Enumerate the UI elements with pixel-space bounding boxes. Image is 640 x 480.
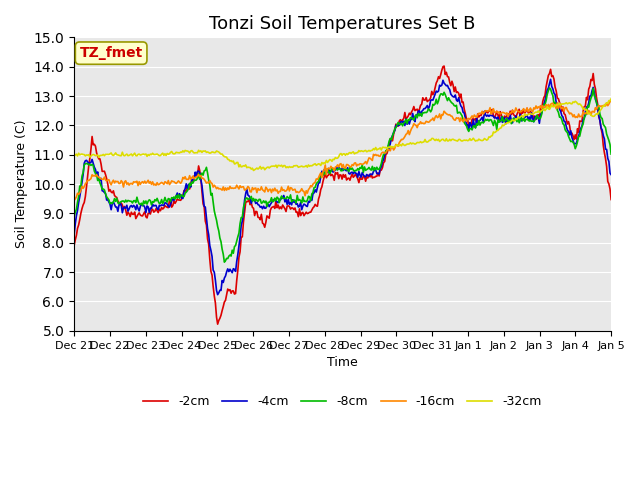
-4cm <box>560 118 568 124</box>
Line: -4cm: -4cm <box>74 79 611 295</box>
-32cm <box>70 151 78 157</box>
Line: -16cm: -16cm <box>74 101 611 201</box>
-4cm <box>397 119 405 124</box>
-4cm <box>547 76 554 82</box>
-2cm <box>440 63 448 69</box>
-16cm <box>607 98 615 104</box>
Line: -32cm: -32cm <box>74 99 611 170</box>
-2cm <box>70 242 78 248</box>
-8cm <box>560 122 568 128</box>
Text: TZ_fmet: TZ_fmet <box>79 46 143 60</box>
Y-axis label: Soil Temperature (C): Soil Temperature (C) <box>15 120 28 248</box>
-4cm <box>372 167 380 173</box>
-2cm <box>397 119 405 125</box>
Title: Tonzi Soil Temperatures Set B: Tonzi Soil Temperatures Set B <box>209 15 476 33</box>
-8cm <box>298 200 305 206</box>
-16cm <box>70 198 78 204</box>
-16cm <box>465 116 472 121</box>
-32cm <box>237 164 245 170</box>
-2cm <box>239 234 246 240</box>
-8cm <box>466 126 474 132</box>
-8cm <box>239 214 246 220</box>
-32cm <box>372 144 380 150</box>
-8cm <box>221 259 228 265</box>
-8cm <box>372 167 380 173</box>
-4cm <box>607 172 615 178</box>
X-axis label: Time: Time <box>327 356 358 369</box>
-16cm <box>297 188 305 194</box>
-4cm <box>298 207 305 213</box>
-2cm <box>298 210 305 216</box>
-16cm <box>371 153 378 158</box>
-4cm <box>70 232 78 238</box>
-32cm <box>466 136 474 142</box>
Legend: -2cm, -4cm, -8cm, -16cm, -32cm: -2cm, -4cm, -8cm, -16cm, -32cm <box>138 390 547 413</box>
-32cm <box>607 96 615 102</box>
-8cm <box>70 214 78 219</box>
-2cm <box>467 121 475 127</box>
-4cm <box>239 218 246 224</box>
-16cm <box>558 106 566 111</box>
Line: -2cm: -2cm <box>74 66 611 324</box>
-2cm <box>560 111 568 117</box>
-32cm <box>397 143 405 149</box>
-8cm <box>607 151 615 157</box>
-8cm <box>546 85 554 91</box>
-32cm <box>559 101 567 107</box>
Line: -8cm: -8cm <box>74 88 611 262</box>
-16cm <box>237 185 245 191</box>
-16cm <box>397 138 404 144</box>
-8cm <box>397 120 405 126</box>
-2cm <box>607 197 615 203</box>
-2cm <box>214 321 221 327</box>
-32cm <box>298 163 305 169</box>
-2cm <box>372 173 380 179</box>
-4cm <box>214 292 221 298</box>
-32cm <box>250 168 257 173</box>
-4cm <box>466 120 474 125</box>
